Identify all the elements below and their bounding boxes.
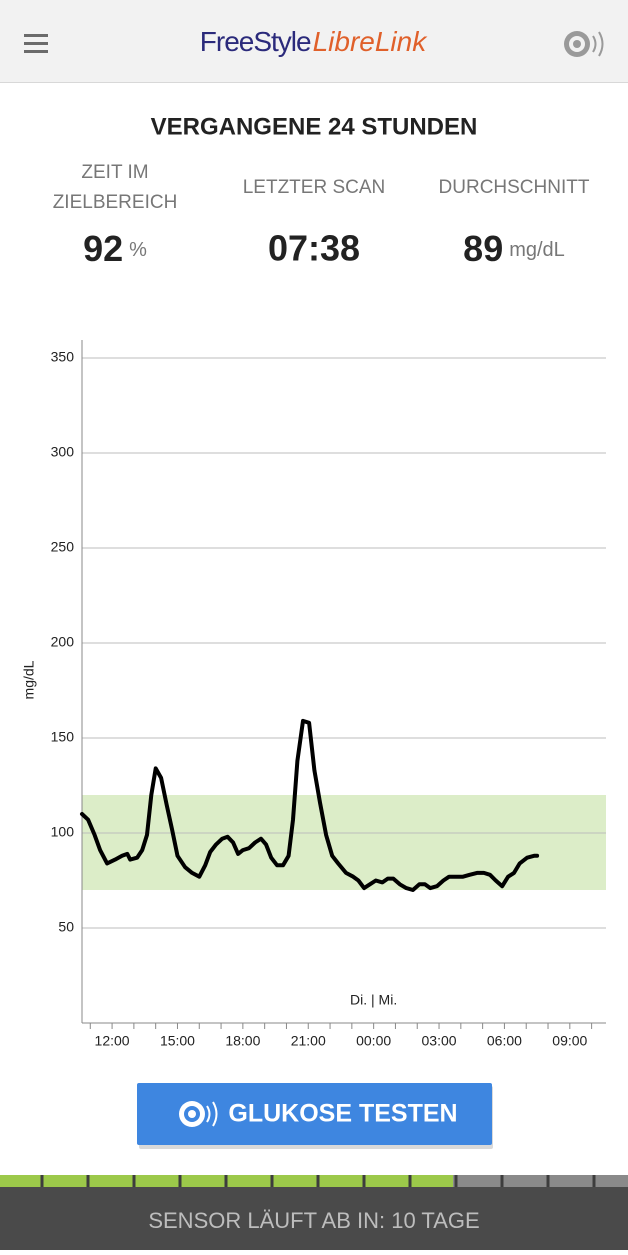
x-tick-label: 00:00 [356,1033,391,1049]
logo-part: LibreLink [313,26,429,57]
button-label: GLUKOSE TESTEN [228,1100,457,1128]
stat-value: 07:38 [268,228,360,269]
y-tick-label: 300 [51,444,75,460]
x-tick-label: 09:00 [552,1033,587,1049]
stat-label: ZEIT IM [81,162,148,183]
x-tick-label: 12:00 [95,1033,130,1049]
menu-button[interactable] [24,34,48,53]
menu-line [24,34,48,37]
button-icon [188,1110,196,1118]
stat-label: LETZTER SCAN [243,177,386,198]
stat-unit: mg/dL [509,239,565,261]
y-tick-label: 100 [51,824,75,840]
icon-waves [592,31,604,57]
y-tick-label: 200 [51,634,75,650]
x-tick-label: 03:00 [422,1033,457,1049]
y-tick-label: 50 [58,919,74,935]
icon-center [573,40,581,48]
day-annotation: Di. | Mi. [350,992,397,1008]
stat-number: 92 [83,228,123,269]
test-button[interactable]: GLUKOSE TESTEN [137,1083,493,1149]
button-icon [206,1101,218,1127]
y-tick-label: 150 [51,729,75,745]
x-tick-label: 18:00 [225,1033,260,1049]
stat-unit: % [129,239,147,261]
glucose-line [80,718,540,892]
menu-line [24,50,48,53]
stat-number: 89 [463,228,503,269]
footer-bar [0,1187,628,1250]
progress-dividers [40,1175,596,1187]
summary-title: VERGANGENE 24 STUNDEN [151,113,478,140]
stat-label: ZIELBEREICH [53,192,178,213]
footer-text: SENSOR LÄUFT AB IN: 10 TAGE [148,1208,479,1233]
stat-label: DURCHSCHNITT [439,177,590,198]
target-range [82,795,606,890]
header-bar [0,0,628,82]
x-tick-label: 21:00 [291,1033,326,1049]
stat-value: 89 mg/dL [463,228,565,269]
y-tick-label: 350 [51,349,75,365]
logo: FreeStyleLibreLink [200,26,428,57]
y-axis-label: mg/dL [21,660,37,699]
stat-value: 92% [83,228,147,269]
logo-part: FreeStyle [200,26,311,57]
x-tick-label: 15:00 [160,1033,195,1049]
glucose-chart: 50 100 150 200 250 300 350 mg/dL 12:00 15:00 18:00… [21,340,606,1049]
button-bg [137,1083,492,1145]
menu-line [24,42,48,45]
scan-icon[interactable] [564,31,604,57]
y-tick-label: 250 [51,539,75,555]
x-tick-label: 06:00 [487,1033,522,1049]
